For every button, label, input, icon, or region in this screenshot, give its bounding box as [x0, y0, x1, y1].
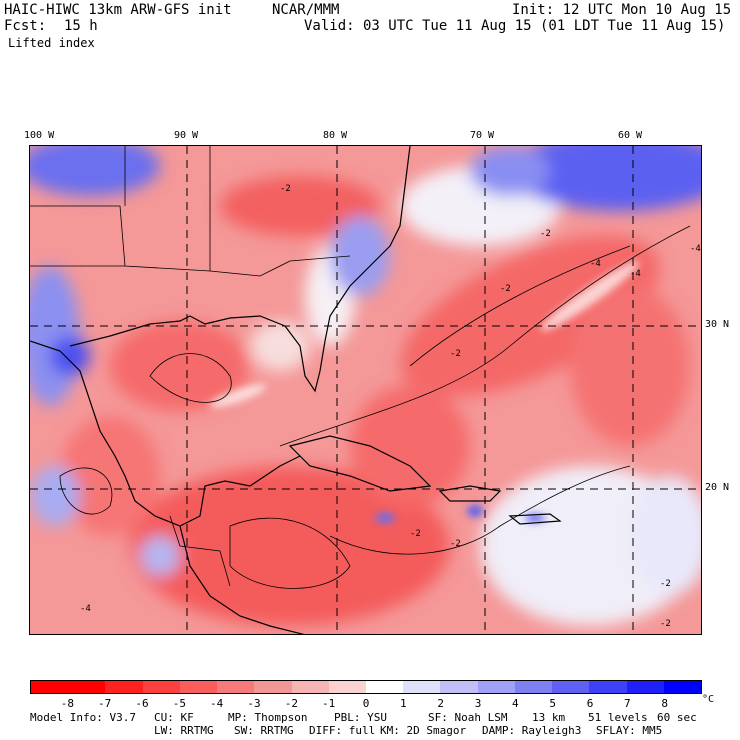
- colorbar-bin: [142, 681, 180, 693]
- colorbar-tick-label: 5: [549, 697, 556, 710]
- colorbar-bin: [68, 681, 106, 693]
- contour-label: -2: [500, 284, 511, 294]
- colorbar-tick-label: -3: [247, 697, 261, 710]
- colorbar-bin: [663, 681, 701, 693]
- contour-label: -2: [450, 349, 461, 359]
- colorbar-bin: [254, 681, 292, 693]
- colorbar-bin: [291, 681, 329, 693]
- colorbar-tick-label: -2: [284, 697, 298, 710]
- colorbar-tick-label: -8: [60, 697, 74, 710]
- colorbar-tick-label: 0: [362, 697, 370, 710]
- colorbar-tick-label: -4: [210, 697, 224, 710]
- contour-label-group: -2 -4 -2 -4 -2 -4 -2 -2 -2 -2 -4 -2: [80, 184, 701, 629]
- lat-label-20n: 20 N: [705, 482, 730, 493]
- colorbar-unit: °C: [702, 694, 715, 705]
- info-surface: SF: Noah LSM: [428, 711, 508, 724]
- field-patches: [30, 146, 701, 626]
- field-small-patches: [209, 260, 640, 523]
- field-name: Lifted index: [8, 36, 95, 50]
- info-surface-layer: SFLAY: MM5: [596, 724, 663, 737]
- contour-label: -2: [280, 184, 291, 194]
- lifted-index-map: -2 -4 -2 -4 -2 -4 -2 -2 -2 -2 -4 -2: [29, 145, 702, 635]
- model-title: HAIC-HIWC 13km ARW-GFS init: [4, 2, 232, 18]
- colorbar-bin: [589, 681, 627, 693]
- colorbar-tick-label: 3: [474, 697, 482, 710]
- map-canvas: -2 -4 -2 -4 -2 -4 -2 -2 -2 -2 -4 -2: [30, 146, 701, 634]
- colorbar-bin: [477, 681, 515, 693]
- lon-label-80w: 80 W: [323, 130, 348, 141]
- contour-label: -2: [540, 229, 551, 239]
- colorbar-bin: [217, 681, 255, 693]
- info-diffusion: DIFF: full: [309, 724, 376, 737]
- info-longwave: LW: RRTMG: [154, 724, 214, 737]
- colorbar-bin: [328, 681, 366, 693]
- info-km: KM: 2D Smagor: [380, 724, 467, 737]
- info-timestep: 60 sec: [657, 711, 697, 724]
- colorbar-tick-label: 6: [586, 697, 594, 710]
- colorbar-tick-label: 1: [400, 697, 407, 710]
- init-time: Init: 12 UTC Mon 10 Aug 15: [512, 2, 732, 18]
- contour-label: -2: [410, 529, 421, 539]
- colorbar-tick-label: -1: [322, 697, 336, 710]
- political-borders: [30, 146, 351, 587]
- colorbar-bin: [514, 681, 553, 693]
- colorbar-tick-label: 7: [624, 697, 631, 710]
- lon-label-60w: 60 W: [618, 130, 643, 141]
- lat-label-30n: 30 N: [705, 319, 730, 330]
- lon-label-70w: 70 W: [470, 130, 495, 141]
- contour-label: -4: [80, 604, 91, 614]
- info-damping: DAMP: Rayleigh3: [482, 724, 582, 737]
- lon-label-90w: 90 W: [174, 130, 199, 141]
- contour-label: -2: [660, 619, 671, 629]
- organization-label: NCAR/MMM: [272, 2, 340, 18]
- info-model-version: Model Info: V3.7: [30, 711, 136, 724]
- info-cumulus: CU: KF: [154, 711, 194, 724]
- valid-time: Valid: 03 UTC Tue 11 Aug 15 (01 LDT Tue …: [304, 18, 726, 34]
- colorbar-tick-label: 8: [661, 697, 668, 710]
- colorbar-tick-label: 2: [437, 697, 444, 710]
- info-shortwave: SW: RRTMG: [234, 724, 294, 737]
- contour-label: -2: [660, 579, 671, 589]
- coastlines: [30, 146, 562, 634]
- colorbar-bin: [105, 681, 143, 693]
- colorbar-tick-label: 4: [512, 697, 519, 710]
- colorbar-bin: [552, 681, 590, 693]
- colorbar-bin: [440, 681, 478, 693]
- colorbar-tick-label: -7: [98, 697, 112, 710]
- lon-label-100w: 100 W: [24, 130, 55, 141]
- info-levels: 51 levels: [588, 711, 648, 724]
- colorbar-bin: [179, 681, 218, 693]
- info-pbl: PBL: YSU: [334, 711, 387, 724]
- contour-label: -4: [590, 259, 601, 269]
- forecast-hours: 15 h: [64, 18, 98, 34]
- contour-label: -4: [690, 244, 701, 254]
- colorbar: [30, 680, 702, 694]
- contour-label: -2: [450, 539, 461, 549]
- contours: [59, 225, 691, 589]
- forecast-label: Fcst:: [4, 18, 47, 34]
- info-microphysics: MP: Thompson: [228, 711, 308, 724]
- colorbar-tick-label: -6: [135, 697, 149, 710]
- contour-label: -4: [630, 269, 641, 279]
- info-resolution: 13 km: [532, 711, 566, 724]
- colorbar-tick-label: -5: [172, 697, 186, 710]
- colorbar-bin: [31, 681, 69, 693]
- colorbar-bin: [403, 681, 441, 693]
- colorbar-bin: [626, 681, 664, 693]
- colorbar-bin: [365, 681, 404, 693]
